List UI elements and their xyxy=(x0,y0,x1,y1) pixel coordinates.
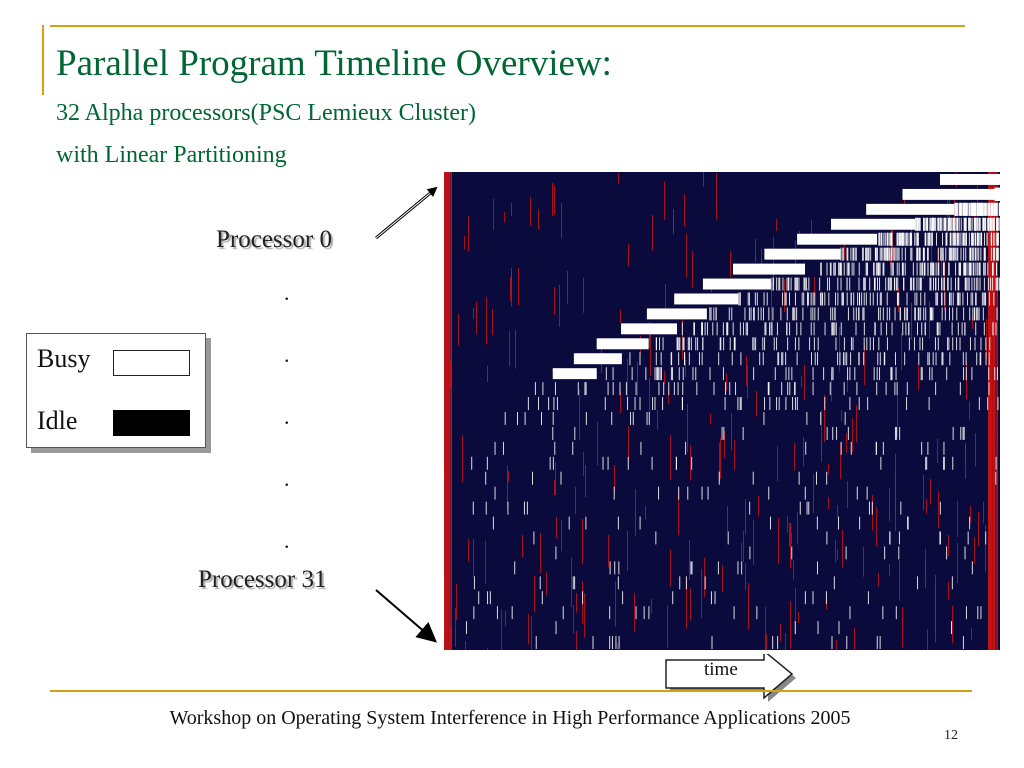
ellipsis-dot: . xyxy=(284,466,290,491)
top-rule xyxy=(50,25,965,27)
bottom-rule xyxy=(50,690,972,692)
pointer-arrows xyxy=(375,186,438,643)
ellipsis-dot: . xyxy=(284,404,290,429)
slide-subtitle-line2: with Linear Partitioning xyxy=(56,142,287,168)
slide-subtitle-line1: 32 Alpha processors(PSC Lemieux Cluster) xyxy=(56,100,476,126)
legend-idle-label: Idle xyxy=(37,406,78,435)
processor-31-arrow xyxy=(375,589,438,643)
legend-busy-label: Busy xyxy=(37,344,91,373)
ellipsis-dot: . xyxy=(284,280,290,305)
left-rule xyxy=(42,25,44,95)
ellipsis-dot: . xyxy=(284,342,290,367)
processor-0-label: Processor 0 xyxy=(216,226,332,253)
page-number: 12 xyxy=(944,728,958,743)
timeline-visualization xyxy=(444,172,1024,693)
timeline-marks xyxy=(444,172,1024,693)
timeline-image xyxy=(444,172,1024,693)
processor-31-label: Processor 31 xyxy=(198,566,327,593)
legend-busy-swatch xyxy=(113,350,190,376)
ellipsis-dot: . xyxy=(284,528,290,553)
slide-title: Parallel Program Timeline Overview: xyxy=(56,43,612,84)
legend-box: Busy Idle xyxy=(26,333,206,448)
time-label: time xyxy=(704,659,738,680)
legend-idle-swatch xyxy=(113,410,190,436)
footer-text: Workshop on Operating System Interferenc… xyxy=(169,707,851,729)
processor-0-arrow xyxy=(375,186,438,240)
time-arrow: time xyxy=(664,649,799,709)
